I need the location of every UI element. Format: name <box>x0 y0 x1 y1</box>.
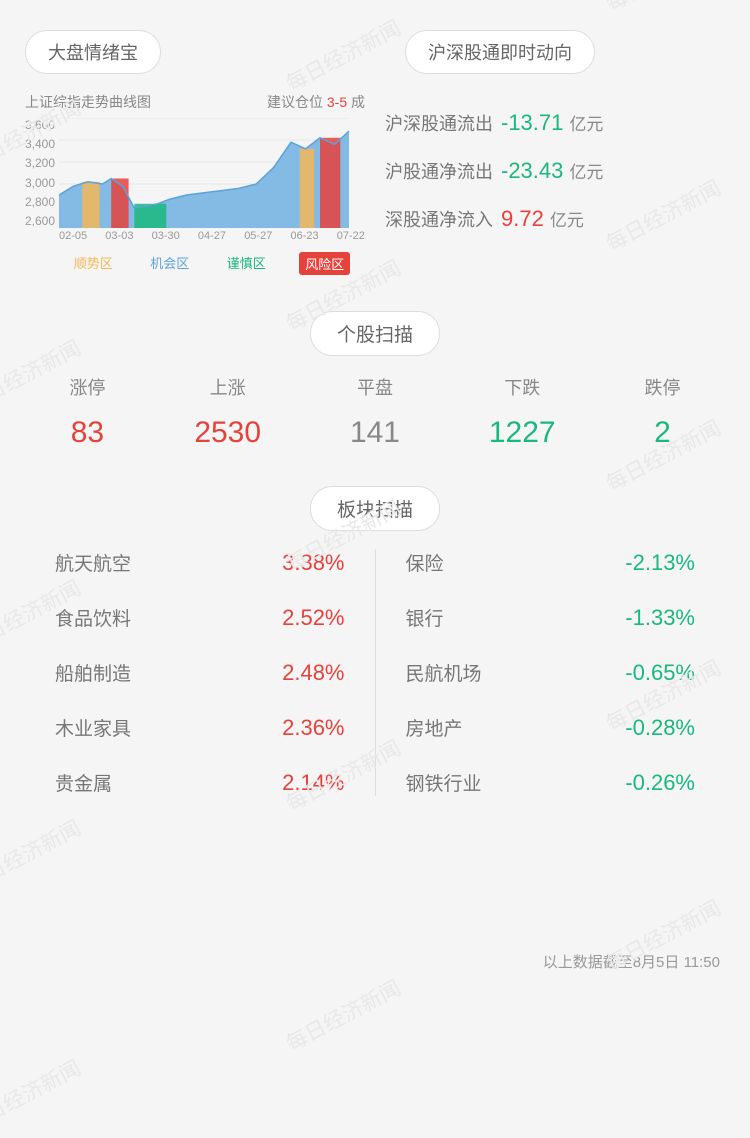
zone-tag: 风险区 <box>299 252 350 275</box>
zone-legend: 顺势区 机会区 谨慎区 风险区 <box>55 252 365 275</box>
flow-row: 沪股通净流出 -23.43亿元 <box>385 158 725 184</box>
sector-name: 钢铁行业 <box>406 769 482 796</box>
stock-scan-item: 平盘 141 <box>350 374 400 450</box>
sector-value: -0.26% <box>625 770 695 796</box>
sector-name: 房地产 <box>406 714 463 741</box>
flow-value: 9.72 <box>501 206 544 232</box>
stock-scan-item: 下跌 1227 <box>489 374 556 450</box>
stock-scan-title: 个股扫描 <box>310 311 440 356</box>
stock-scan-value: 1227 <box>489 416 556 450</box>
sector-name: 民航机场 <box>406 659 482 686</box>
sector-value: -1.33% <box>625 605 695 631</box>
flow-row: 沪深股通流出 -13.71亿元 <box>385 110 725 136</box>
sector-value: 2.14% <box>282 770 344 796</box>
chart-title: 上证综指走势曲线图 <box>25 92 151 112</box>
sector-scan-title: 板块扫描 <box>310 486 440 531</box>
northbound-panel: 沪深股通即时动向 沪深股通流出-13.71亿元沪股通净流出-23.43亿元深股通… <box>385 30 725 275</box>
position-suggestion: 建议仓位 3-5 成 <box>267 92 365 112</box>
stock-scan-value: 2 <box>645 416 681 450</box>
sector-row: 房地产 -0.28% <box>406 714 696 741</box>
zone-tag: 谨慎区 <box>223 252 270 275</box>
flow-label: 深股通净流入 <box>385 206 493 232</box>
chart-x-axis: 02-0503-0303-3004-2705-2706-2307-22 <box>59 230 365 242</box>
sector-row: 民航机场 -0.65% <box>406 659 696 686</box>
sector-row: 银行 -1.33% <box>406 604 696 631</box>
flow-unit: 亿元 <box>569 110 603 135</box>
sector-name: 船舶制造 <box>55 659 131 686</box>
stock-scan-item: 上涨 2530 <box>194 374 261 450</box>
northbound-title: 沪深股通即时动向 <box>405 30 595 74</box>
watermark: 每日经济新闻 <box>280 972 405 1058</box>
sector-value: -0.65% <box>625 660 695 686</box>
sector-value: -0.28% <box>625 715 695 741</box>
sector-name: 食品饮料 <box>55 604 131 631</box>
sentiment-panel: 大盘情绪宝 上证综指走势曲线图 建议仓位 3-5 成 3,6003,4003,2… <box>25 30 365 275</box>
sector-value: 2.52% <box>282 605 344 631</box>
flow-value: -23.43 <box>501 158 563 184</box>
sector-row: 食品饮料 2.52% <box>55 604 345 631</box>
sentiment-title: 大盘情绪宝 <box>25 30 161 74</box>
stock-scan-label: 跌停 <box>645 374 681 400</box>
stock-scan-section: 个股扫描 涨停 83 上涨 2530 平盘 141 下跌 1227 跌停 2 <box>25 311 725 450</box>
footer-timestamp: 以上数据截至8月5日 11:50 <box>543 951 720 972</box>
stock-scan-label: 平盘 <box>350 374 400 400</box>
flow-label: 沪股通净流出 <box>385 158 493 184</box>
sector-name: 保险 <box>406 549 444 576</box>
sector-name: 木业家具 <box>55 714 131 741</box>
flow-label: 沪深股通流出 <box>385 110 493 136</box>
stock-scan-item: 跌停 2 <box>645 374 681 450</box>
sector-value: -2.13% <box>625 550 695 576</box>
sector-row: 航天航空 3.38% <box>55 549 345 576</box>
sector-value: 2.48% <box>282 660 344 686</box>
sector-row: 贵金属 2.14% <box>55 769 345 796</box>
sector-name: 贵金属 <box>55 769 112 796</box>
sector-row: 保险 -2.13% <box>406 549 696 576</box>
watermark: 每日经济新闻 <box>0 1052 86 1138</box>
sector-scan-section: 板块扫描 航天航空 3.38% 食品饮料 2.52% 船舶制造 2.48% 木业家具 2.36… <box>25 486 725 796</box>
chart-y-axis: 3,6003,4003,2003,0002,8002,600 <box>25 118 59 228</box>
sector-row: 钢铁行业 -0.26% <box>406 769 696 796</box>
sector-value: 2.36% <box>282 715 344 741</box>
sector-name: 航天航空 <box>55 549 131 576</box>
sector-value: 3.38% <box>282 550 344 576</box>
stock-scan-value: 141 <box>350 416 400 450</box>
zone-tag: 机会区 <box>146 252 193 275</box>
flow-unit: 亿元 <box>569 158 603 183</box>
flow-value: -13.71 <box>501 110 563 136</box>
stock-scan-label: 涨停 <box>69 374 105 400</box>
stock-scan-label: 上涨 <box>194 374 261 400</box>
sector-name: 银行 <box>406 604 444 631</box>
stock-scan-label: 下跌 <box>489 374 556 400</box>
zone-tag: 顺势区 <box>70 252 117 275</box>
sentiment-chart <box>59 118 365 228</box>
sector-row: 木业家具 2.36% <box>55 714 345 741</box>
stock-scan-item: 涨停 83 <box>69 374 105 450</box>
flow-unit: 亿元 <box>550 206 584 231</box>
sector-row: 船舶制造 2.48% <box>55 659 345 686</box>
flow-row: 深股通净流入 9.72亿元 <box>385 206 725 232</box>
stock-scan-value: 83 <box>69 416 105 450</box>
stock-scan-value: 2530 <box>194 416 261 450</box>
